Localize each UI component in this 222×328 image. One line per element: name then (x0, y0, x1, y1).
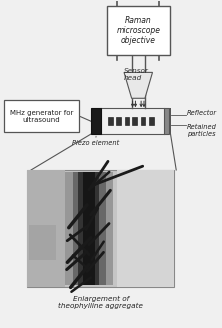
Bar (79, 172, 99, 285)
Text: Piezo element: Piezo element (72, 136, 119, 146)
Text: Raman
microscope
objective: Raman microscope objective (116, 16, 160, 46)
Bar (27, 170, 65, 287)
Text: MHz generator for
ultrasound: MHz generator for ultrasound (10, 110, 73, 123)
Bar (91, 108, 101, 134)
Bar (116, 117, 121, 125)
Polygon shape (124, 72, 153, 98)
Bar (65, 172, 113, 285)
Bar (149, 117, 154, 125)
Bar (27, 170, 174, 287)
Bar (117, 170, 174, 287)
Bar (107, 6, 170, 55)
Text: Reflector: Reflector (187, 110, 217, 116)
Text: Retained
particles: Retained particles (187, 124, 216, 137)
Text: Sensor
head: Sensor head (124, 69, 149, 81)
Bar (29, 225, 56, 259)
Bar (132, 117, 137, 125)
Bar (169, 108, 170, 134)
Bar (141, 117, 145, 125)
Text: Enlargement of
theophylline aggregate: Enlargement of theophylline aggregate (58, 296, 143, 309)
Bar (73, 172, 106, 285)
Bar (108, 117, 113, 125)
Bar (83, 172, 95, 285)
Bar (4, 100, 79, 132)
Bar (125, 117, 129, 125)
Bar (164, 108, 169, 134)
